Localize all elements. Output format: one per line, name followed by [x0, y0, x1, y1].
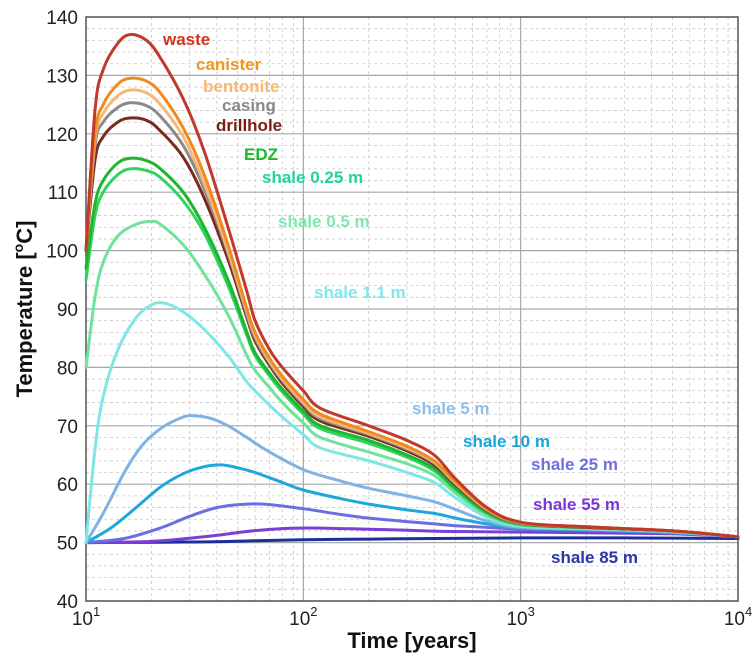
series-line [84, 536, 740, 545]
series-line [84, 414, 740, 545]
x-tick-label: 104 [724, 604, 752, 630]
y-tick-label: 100 [46, 242, 78, 263]
series-label: shale 5 m [412, 399, 490, 418]
y-axis-title-superscript: o [10, 244, 26, 253]
y-tick-label: 70 [57, 417, 78, 438]
y-tick-label: 120 [46, 125, 78, 146]
y-tick-label: 110 [48, 183, 78, 204]
series-label: bentonite [203, 77, 280, 96]
y-tick-label: 40 [57, 592, 78, 613]
grid [86, 16, 738, 602]
series-label: shale 0.5 m [278, 212, 370, 231]
series-line [84, 167, 740, 539]
y-axis-title: Temperature [oC] [10, 221, 37, 398]
series-label: shale 1.1 m [314, 283, 406, 302]
y-axis-title-end: C] [12, 221, 37, 244]
series-label: drillhole [216, 116, 282, 135]
series-label: shale 85 m [551, 548, 638, 567]
x-tick-label: 102 [289, 604, 317, 630]
series-label: shale 10 m [463, 432, 550, 451]
plot-frame [85, 16, 739, 602]
y-tick-labels: 40 50 60 70 80 90 100 110 120 130 140 [46, 8, 78, 613]
series-line [84, 32, 740, 539]
y-tick-label: 140 [46, 8, 78, 29]
series-line [84, 101, 740, 539]
series-label: shale 0.25 m [262, 168, 363, 187]
y-tick-label: 80 [57, 358, 78, 379]
x-tick-labels: 101 102 103 104 [72, 604, 752, 630]
y-axis-title-main: Temperature [ [12, 252, 37, 398]
series-label: canister [196, 55, 262, 74]
y-tick-label: 50 [57, 534, 78, 555]
series-label: waste [162, 30, 210, 49]
x-tick-label: 103 [506, 604, 534, 630]
series-line [84, 526, 740, 545]
series-label: shale 25 m [531, 455, 618, 474]
series-label: shale 55 m [533, 495, 620, 514]
y-tick-label: 60 [57, 475, 78, 496]
series-label: casing [222, 96, 276, 115]
y-tick-label: 130 [46, 66, 78, 87]
series-label: EDZ [244, 145, 278, 164]
y-tick-label: 90 [57, 300, 78, 321]
x-tick-label: 101 [72, 604, 100, 630]
series-line [84, 301, 740, 545]
x-axis-title: Time [years] [347, 628, 476, 653]
series-lines [84, 32, 740, 545]
series-line [84, 156, 740, 539]
